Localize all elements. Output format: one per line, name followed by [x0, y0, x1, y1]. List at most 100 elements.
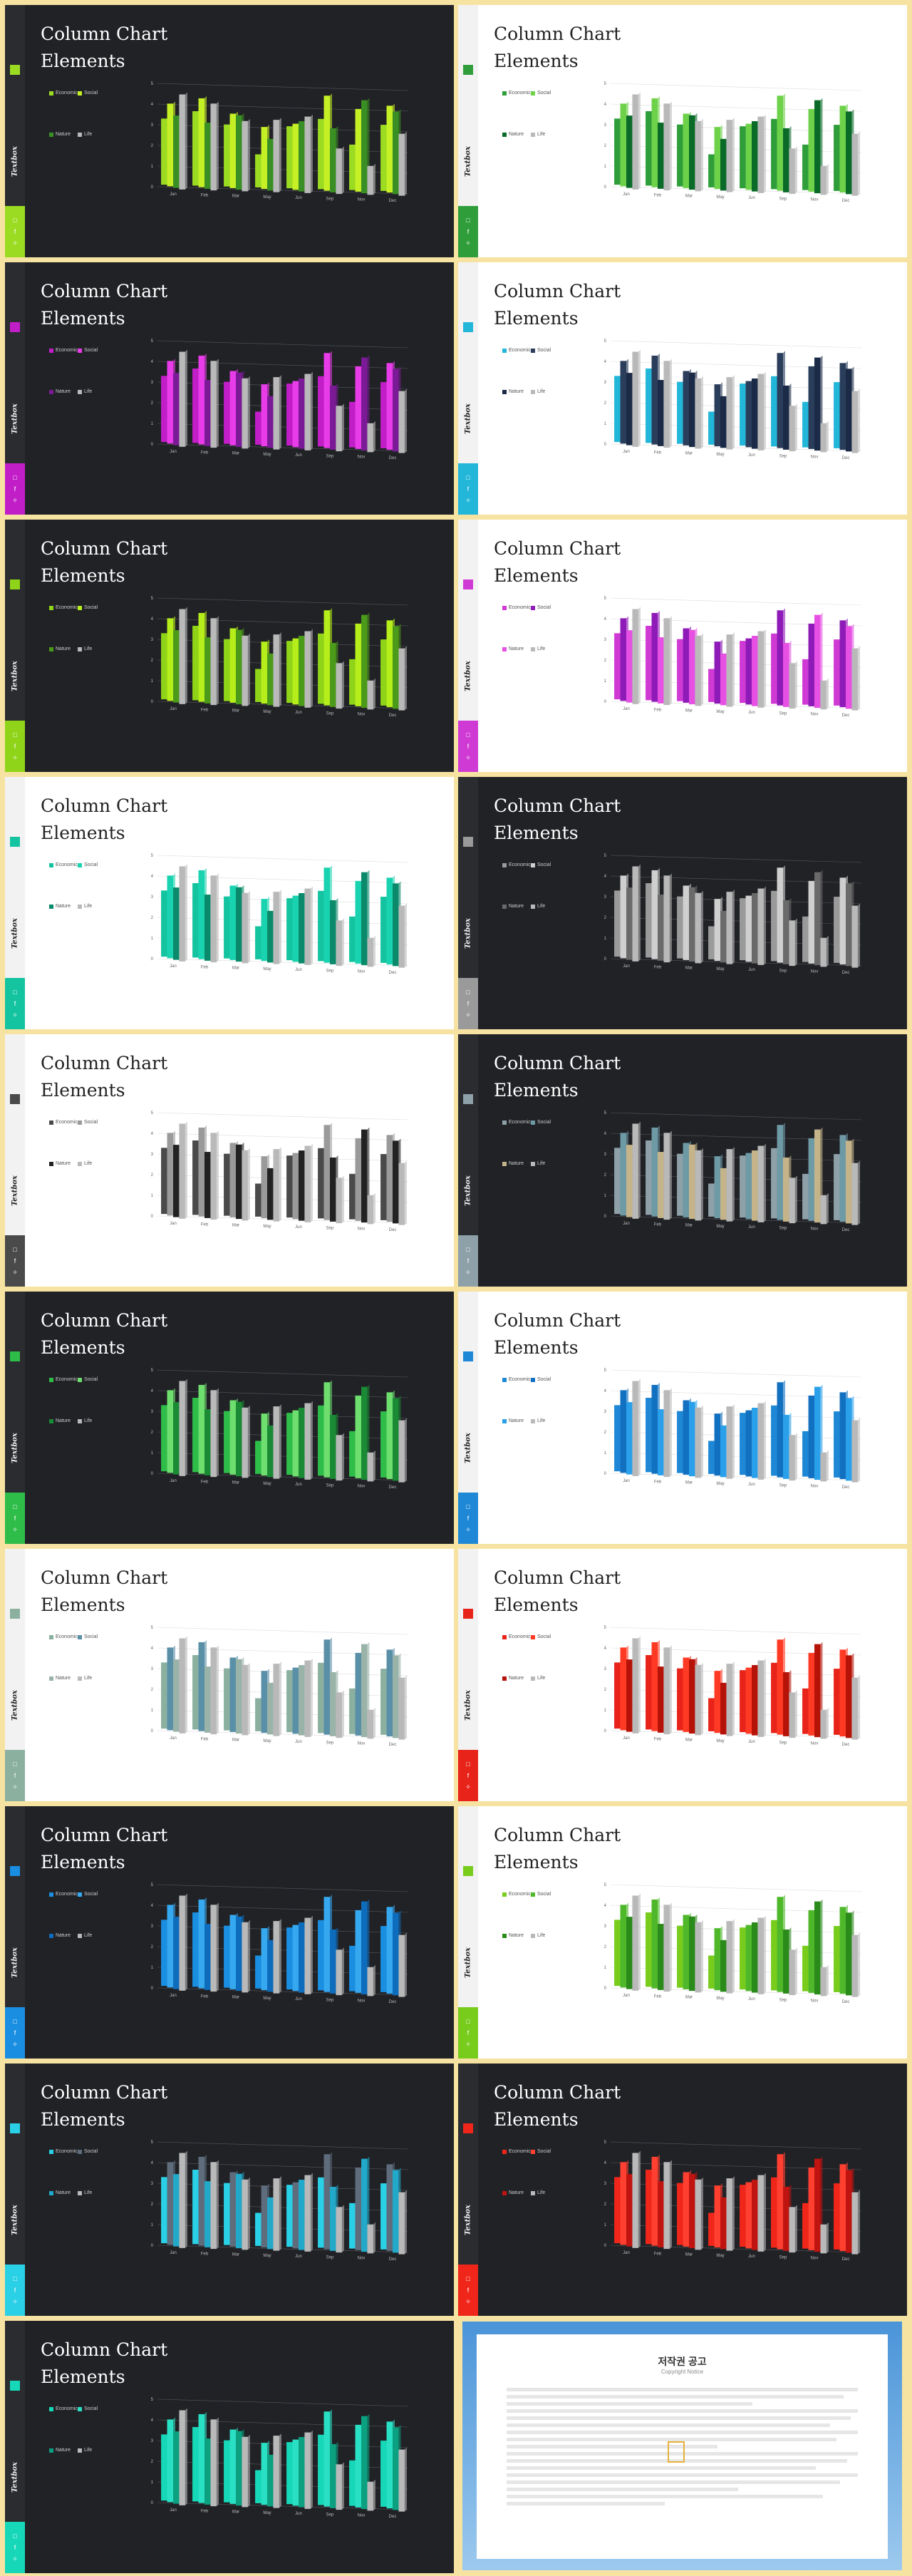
bar — [651, 870, 658, 959]
square-icon[interactable]: □ — [13, 1761, 17, 1768]
bar — [745, 2182, 752, 2249]
bird-icon[interactable]: ✧ — [12, 1526, 18, 1533]
square-icon[interactable]: □ — [13, 731, 17, 738]
bar — [318, 1148, 324, 1219]
bar — [198, 1127, 204, 1217]
bar — [745, 1667, 752, 1734]
bird-icon[interactable]: ✧ — [465, 2298, 471, 2305]
bar — [752, 1665, 758, 1736]
legend-label: Nature — [509, 904, 524, 909]
bar — [651, 1899, 658, 1989]
legend-item: Nature — [49, 132, 71, 137]
bar-side — [216, 1388, 219, 1478]
f-icon[interactable]: f — [467, 485, 470, 493]
bar — [349, 1688, 356, 1734]
f-icon[interactable]: f — [467, 1000, 470, 1007]
bird-icon[interactable]: ✧ — [12, 2298, 18, 2305]
bird-icon[interactable]: ✧ — [12, 1011, 18, 1019]
bar — [632, 1895, 638, 1991]
social-icons: □ f ✧ — [458, 2007, 478, 2059]
f-icon[interactable]: f — [14, 2544, 16, 2551]
square-icon[interactable]: □ — [13, 2275, 17, 2282]
x-tick-label: May — [716, 1482, 724, 1486]
bird-icon[interactable]: ✧ — [12, 1269, 18, 1276]
bird-icon[interactable]: ✧ — [12, 754, 18, 761]
square-icon[interactable]: □ — [13, 2533, 17, 2540]
square-icon[interactable]: □ — [13, 2018, 17, 2025]
f-icon[interactable]: f — [467, 1515, 470, 1522]
bar — [286, 126, 293, 189]
bird-icon[interactable]: ✧ — [465, 754, 471, 761]
bar-side — [310, 1658, 313, 1737]
f-icon[interactable]: f — [14, 2287, 16, 2294]
bird-icon[interactable]: ✧ — [465, 2041, 471, 2048]
f-icon[interactable]: f — [467, 1772, 470, 1779]
square-icon[interactable]: □ — [466, 1761, 470, 1768]
legend-swatch — [531, 389, 535, 394]
square-icon[interactable]: □ — [466, 2018, 470, 2025]
bird-icon[interactable]: ✧ — [465, 239, 471, 247]
bar-side — [279, 2176, 281, 2251]
legend-item: Social — [531, 1377, 551, 1382]
f-icon[interactable]: f — [14, 228, 16, 235]
f-icon[interactable]: f — [467, 743, 470, 750]
x-tick-label: Sep — [779, 454, 787, 458]
square-icon[interactable]: □ — [13, 217, 17, 224]
bird-icon[interactable]: ✧ — [465, 1269, 471, 1276]
bird-icon[interactable]: ✧ — [12, 1783, 18, 1791]
x-tick-label: Sep — [779, 2255, 787, 2260]
bar — [192, 1912, 199, 1987]
bar — [304, 373, 311, 450]
legend-swatch — [78, 348, 82, 353]
square-icon[interactable]: □ — [466, 2275, 470, 2282]
bar — [286, 898, 293, 961]
f-icon[interactable]: f — [14, 1772, 16, 1779]
f-icon[interactable]: f — [467, 1257, 470, 1264]
bird-icon[interactable]: ✧ — [12, 239, 18, 247]
square-icon[interactable]: □ — [466, 474, 470, 481]
x-tick-label: Sep — [779, 1226, 787, 1230]
bar-side — [638, 349, 641, 447]
bar — [318, 1920, 324, 1991]
bar — [689, 1144, 695, 1220]
bird-icon[interactable]: ✧ — [12, 497, 18, 504]
bird-icon[interactable]: ✧ — [465, 1011, 471, 1019]
square-icon[interactable]: □ — [466, 1503, 470, 1510]
bar — [192, 1654, 199, 1730]
f-icon[interactable]: f — [467, 2287, 470, 2294]
square-icon[interactable]: □ — [13, 1503, 17, 1510]
f-icon[interactable]: f — [14, 743, 16, 750]
bird-icon[interactable]: ✧ — [12, 2555, 18, 2562]
bar — [714, 384, 720, 447]
bird-icon[interactable]: ✧ — [465, 1783, 471, 1791]
grid-line — [610, 2162, 862, 2170]
y-tick-label: 0 — [604, 185, 607, 190]
f-icon[interactable]: f — [14, 485, 16, 493]
square-icon[interactable]: □ — [13, 474, 17, 481]
bar — [267, 1682, 274, 1735]
legend-swatch — [49, 1418, 53, 1423]
bird-icon[interactable]: ✧ — [12, 2041, 18, 2048]
f-icon[interactable]: f — [14, 1000, 16, 1007]
square-icon[interactable]: □ — [466, 217, 470, 224]
square-icon[interactable]: □ — [13, 1246, 17, 1253]
f-icon[interactable]: f — [14, 1257, 16, 1264]
bar-side — [185, 864, 187, 962]
legend-item: Economic — [502, 1377, 531, 1382]
square-icon[interactable]: □ — [466, 731, 470, 738]
bird-icon[interactable]: ✧ — [465, 1526, 471, 1533]
square-icon[interactable]: □ — [466, 1246, 470, 1253]
bar — [299, 1408, 305, 1478]
bar — [161, 890, 167, 957]
f-icon[interactable]: f — [14, 2029, 16, 2036]
f-icon[interactable]: f — [14, 1515, 16, 1522]
square-icon[interactable]: □ — [13, 989, 17, 996]
bar — [757, 2175, 764, 2252]
f-icon[interactable]: f — [467, 228, 470, 235]
legend-item: Nature — [502, 1418, 524, 1423]
f-icon[interactable]: f — [467, 2029, 470, 2036]
bird-icon[interactable]: ✧ — [465, 497, 471, 504]
square-icon[interactable]: □ — [466, 989, 470, 996]
legend-swatch — [78, 1892, 82, 1897]
